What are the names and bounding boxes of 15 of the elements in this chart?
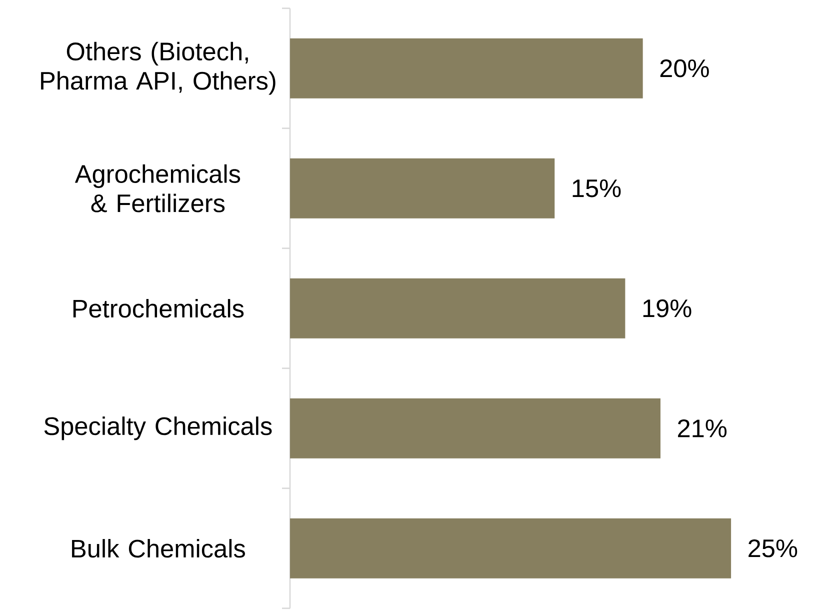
bar (290, 158, 555, 218)
y-tick-label: Specialty Chemicals (44, 416, 272, 440)
data-label: 15% (572, 179, 621, 198)
data-label: 19% (643, 299, 692, 318)
data-label: 20% (660, 59, 709, 78)
bar (290, 38, 643, 98)
y-tick-label: Bulk Chemicals (72, 538, 245, 558)
bar (290, 278, 626, 338)
y-tick-label: Agrochemicals & Fertilizers (74, 164, 240, 212)
data-label: 25% (748, 539, 798, 558)
y-tick-label: Others (Biotech, Pharma API, Others) (41, 42, 276, 95)
data-label: 21% (678, 419, 727, 438)
y-tick-label: Petrochemicals (73, 298, 244, 318)
bar (290, 398, 660, 458)
bar (290, 518, 732, 578)
